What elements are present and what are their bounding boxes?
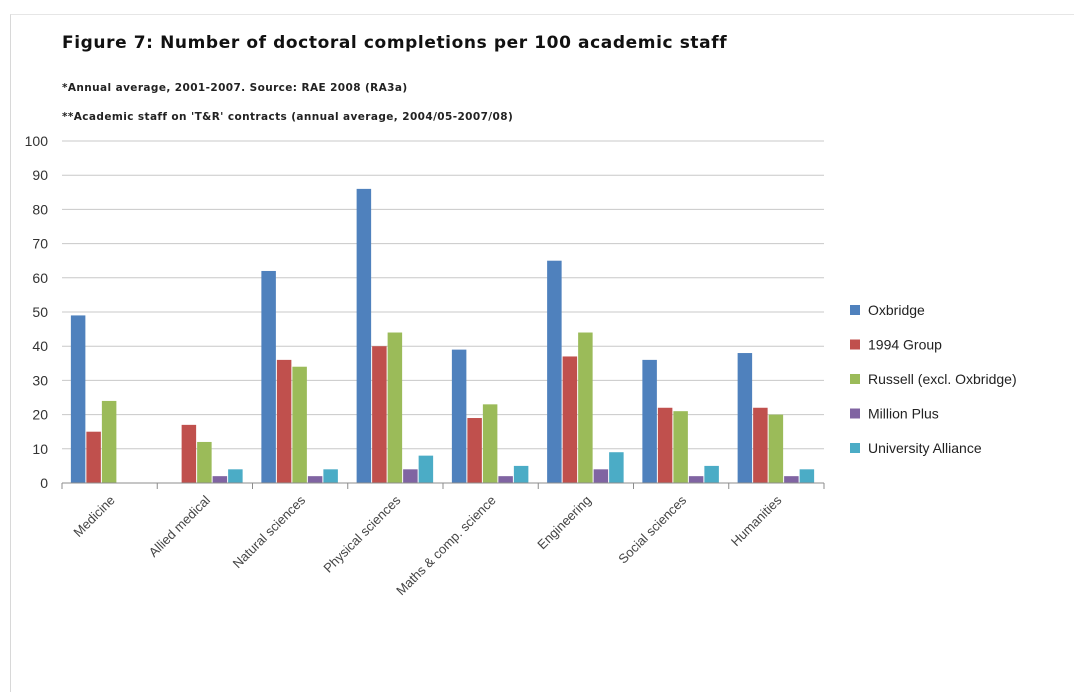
bar [642,359,657,483]
grid-lines [62,140,824,450]
bar [513,465,529,483]
bar [753,407,768,483]
legend-swatch [850,305,860,315]
bar [197,441,212,483]
bar [276,359,292,483]
bar [657,407,673,483]
x-axis-labels: Medicine Allied medical Natural sciences Ph… [70,492,784,598]
bar [784,476,799,483]
bar [307,476,323,483]
bar [101,400,117,483]
y-tick-label: 10 [32,441,48,457]
x-category-label: Engineering [534,493,594,553]
bar [498,476,513,483]
bar [261,270,276,483]
bar [737,353,753,483]
y-tick-label: 40 [32,338,48,354]
bar [768,414,784,483]
bar [372,346,387,483]
bar [704,465,719,483]
bar [451,349,467,483]
chart-note-1: *Annual average, 2001-2007. Source: RAE … [62,82,408,94]
x-category-label: Social sciences [615,492,689,566]
bar [609,452,624,483]
x-category-label: Humanities [728,492,785,549]
x-category-label: Medicine [70,493,117,540]
bar [562,356,578,483]
y-tick-label: 100 [25,133,49,149]
bar [70,315,86,483]
y-tick-label: 70 [32,236,48,252]
chart-title: Figure 7: Number of doctoral completions… [62,33,728,53]
y-tick-label: 0 [40,475,48,491]
legend-entry: University Alliance [868,440,982,456]
bar [387,332,403,483]
x-category-label: Maths & comp. science [393,493,499,599]
bar [688,476,704,483]
bar [356,188,372,483]
legend-swatch [850,339,860,350]
chart-frame [10,14,1074,692]
legend: Oxbridge 1994 Group Russell (excl. Oxbridg… [850,302,1017,456]
bar [467,418,482,483]
bar [323,469,338,483]
y-axis-ticks: 0 10 20 30 40 50 60 70 80 90 100 [25,133,49,491]
x-category-label: Natural sciences [230,492,309,571]
bar [292,366,307,483]
x-category-label: Allied medical [146,492,213,559]
bar [673,411,688,483]
bar [86,431,101,483]
bar [418,455,434,483]
bar [799,469,815,483]
bar [228,469,243,483]
legend-entry: Oxbridge [868,302,925,318]
legend-swatch [850,443,860,453]
y-tick-label: 60 [32,270,48,286]
legend-entry: Russell (excl. Oxbridge) [868,371,1017,387]
y-tick-label: 90 [32,167,48,183]
bars [70,188,815,483]
bar [578,332,593,483]
legend-swatch [850,408,860,419]
x-category-label: Physical sciences [320,492,404,576]
y-tick-label: 20 [32,407,48,423]
bar [593,469,609,483]
y-tick-label: 30 [32,372,48,388]
bar [212,476,228,483]
x-axis [61,482,825,489]
bar [403,469,418,483]
bar [547,260,562,483]
legend-entry: Million Plus [868,406,939,422]
legend-entry: 1994 Group [868,337,942,353]
chart-note-2: **Academic staff on 'T&R' contracts (ann… [62,111,514,123]
bar [181,424,197,483]
legend-swatch [850,374,860,384]
bar [482,404,498,483]
y-tick-label: 80 [32,201,48,217]
y-tick-label: 50 [32,304,48,320]
